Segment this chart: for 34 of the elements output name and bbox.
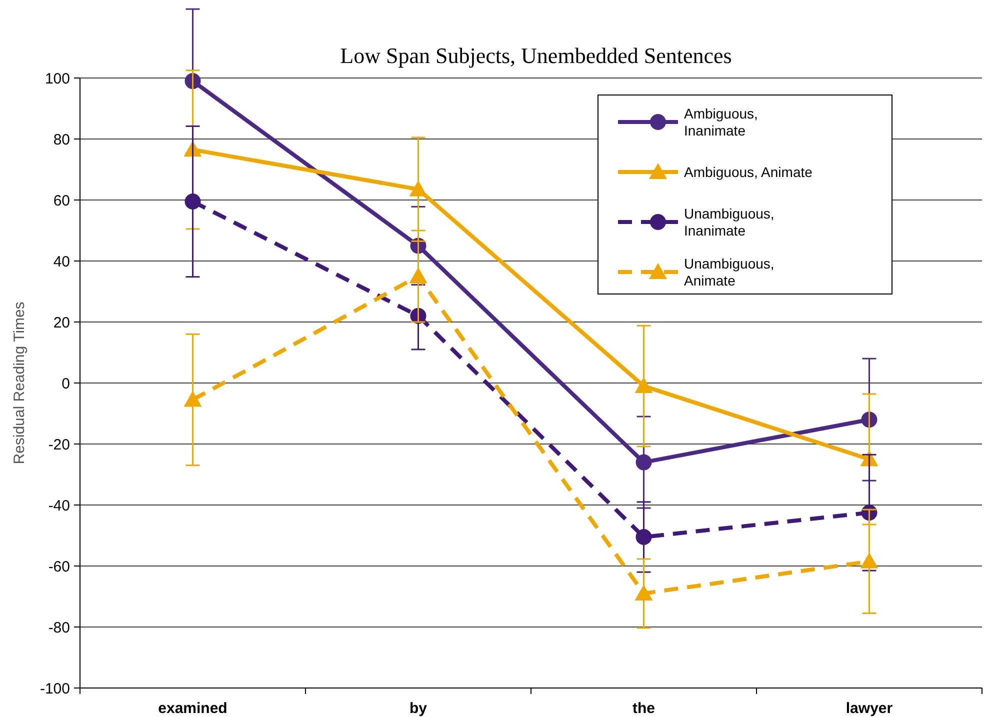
x-tick-label: lawyer [846,700,893,717]
legend-item: Unambiguous, Inanimate [618,205,774,238]
legend-item: Ambiguous, Animate [618,163,812,180]
y-tick-label: -40 [48,497,70,514]
point [409,267,428,284]
y-tick-label: 0 [62,375,70,392]
y-tick-label: -80 [48,619,70,636]
x-tick-label: the [632,700,655,717]
x-tick-label: examined [158,700,228,717]
legend-label: Ambiguous, Animate [684,164,813,180]
y-tick-label: 60 [53,192,70,210]
y-tick-label: -60 [48,558,70,576]
point [409,180,428,196]
y-tick-label: 100 [44,70,70,88]
legend-label: Ambiguous, Inanimate [684,105,758,138]
point [634,584,653,600]
y-tick-label: 80 [53,131,70,148]
y-tick-label: -100 [40,680,70,698]
y-tick-label: -20 [48,436,70,454]
chart-title: Low Span Subjects, Unembedded Sentences [340,43,732,68]
x-tick-label: by [409,700,428,717]
legend-item: Ambiguous, Inanimate [618,105,758,138]
legend-label: Unambiguous, Animate [684,255,774,288]
y-tick-label: 40 [53,253,70,270]
y-axis-title: Residual Reading Times [11,302,28,464]
legend-item: Unambiguous, Animate [618,255,774,288]
point [636,454,652,470]
y-tick-label: 20 [53,314,70,332]
point [184,390,202,407]
point [634,377,653,394]
legend-label: Unambiguous, Inanimate [684,205,774,238]
point [184,194,201,210]
point [636,529,652,546]
point [860,552,878,568]
